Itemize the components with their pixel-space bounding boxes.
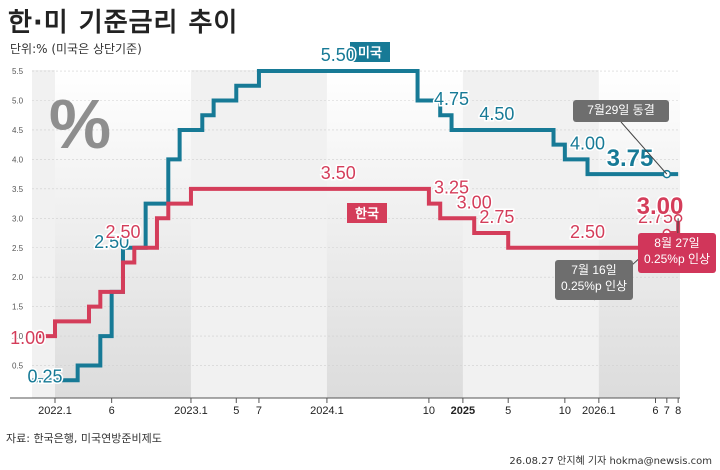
- percent-icon: %: [49, 85, 111, 163]
- series-tag-label: 한국: [355, 206, 379, 221]
- callout-text: 7월29일 동결: [587, 103, 655, 117]
- series-tag-label: 미국: [358, 45, 382, 60]
- y-tick-label: 5.5: [12, 67, 24, 76]
- y-tick-label: 4.5: [12, 126, 24, 135]
- credit-note: 26.08.27 안지혜 기자 hokma@newsis.com: [509, 456, 712, 467]
- series-line: [32, 69, 679, 383]
- value-label: 3.25: [434, 178, 469, 198]
- y-tick-label: 5.0: [12, 97, 24, 106]
- callout-us-hold: [573, 100, 669, 122]
- x-tick-label: 2026.1: [582, 405, 616, 417]
- x-tick-label: 7: [256, 405, 262, 417]
- unit-note: 단위:% (미국은 상단기준): [10, 42, 142, 56]
- y-tick-label: 3.0: [12, 214, 24, 223]
- value-label: 2.75: [479, 207, 514, 227]
- year-band: [55, 70, 191, 398]
- value-label: 1.00: [10, 328, 45, 348]
- value-label: 5.50: [321, 45, 356, 65]
- x-tick-label: 6: [652, 405, 658, 417]
- value-label: 3.00: [457, 192, 492, 212]
- callout-text: 0.25%p 인상: [644, 252, 710, 266]
- source-note: 자료: 한국은행, 미국연방준비제도: [6, 432, 162, 445]
- value-label: 4.50: [479, 104, 514, 124]
- year-band: [326, 70, 463, 398]
- callout-pointer: [620, 121, 668, 175]
- value-label: 3.50: [321, 163, 356, 183]
- value-label: 0.25: [27, 366, 62, 386]
- x-tick-label: 10: [559, 405, 571, 417]
- y-tick-label: 1.5: [12, 303, 24, 312]
- value-label: 2.50: [105, 222, 140, 242]
- x-tick-label: 2025: [451, 405, 475, 417]
- callout-text: 0.25%p 인상: [561, 279, 627, 293]
- y-tick-label: 4.0: [12, 155, 24, 164]
- value-label: 2.50: [570, 222, 605, 242]
- value-label: 2.75: [638, 207, 673, 227]
- x-tick-label: 6: [109, 405, 115, 417]
- series-line: [32, 186, 681, 339]
- value-label: 4.00: [570, 133, 605, 153]
- watermark-logo: 뉴시스: [520, 413, 626, 454]
- value-label: 2.50: [94, 232, 129, 252]
- y-tick-label: 2.0: [12, 273, 24, 282]
- callout-kr-july: [555, 260, 633, 300]
- x-tick-label: 10: [423, 405, 435, 417]
- callout-kr-aug: [638, 233, 716, 273]
- final-value-label: 3.75: [607, 145, 654, 172]
- x-tick-label: 5: [505, 405, 511, 417]
- x-tick-label: 5: [233, 405, 239, 417]
- x-tick-label: 2024.1: [310, 405, 344, 417]
- y-tick-label: 0.5: [12, 362, 24, 371]
- series-tag: [350, 42, 390, 62]
- callout-text: 7월 16일: [571, 263, 616, 277]
- y-tick-label: 3.5: [12, 185, 24, 194]
- x-tick-label: 2023.1: [174, 405, 208, 417]
- x-tick-label: 8: [675, 405, 681, 417]
- y-tick-label: 2.5: [12, 244, 24, 253]
- series-tag: [347, 203, 387, 223]
- x-tick-label: 7: [664, 405, 670, 417]
- value-label: 4.75: [434, 89, 469, 109]
- y-tick-label: 1.0: [12, 332, 24, 341]
- callout-text: 8월 27일: [654, 236, 699, 250]
- chart-title: 한·미 기준금리 추이: [8, 8, 239, 38]
- x-tick-label: 2022.1: [38, 405, 72, 417]
